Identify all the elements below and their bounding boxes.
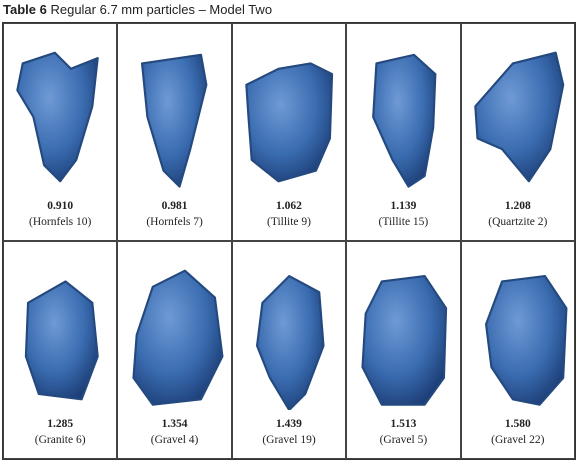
particle <box>484 275 568 406</box>
table-cell: 1.285 (Granite 6) <box>3 241 118 459</box>
particle-label: (Gravel 4) <box>150 434 199 446</box>
particle-image <box>372 53 437 188</box>
particle-value: 0.981 <box>161 200 188 212</box>
table-cell: 0.910 (Hornfels 10) <box>3 23 118 241</box>
particle-image <box>245 62 333 183</box>
particle <box>24 280 99 401</box>
particle-image <box>16 51 99 183</box>
table-cell: 1.062 (Tillite 9) <box>231 23 347 241</box>
table-title: Table 6 Regular 6.7 mm particles – Model… <box>3 2 272 17</box>
particle-label: (Granite 6) <box>34 434 86 446</box>
particle-image <box>255 275 325 410</box>
particle-label: (Hornfels 7) <box>146 216 203 228</box>
table-number: Table 6 <box>3 2 47 17</box>
particle-label: (Tillite 15) <box>378 216 429 228</box>
table-caption: Regular 6.7 mm particles – Model Two <box>50 2 273 17</box>
particle-value: 1.354 <box>161 418 188 430</box>
particle-image <box>132 269 224 406</box>
particle <box>473 51 564 183</box>
particle-image <box>361 275 448 406</box>
particle <box>361 275 448 406</box>
particle-value: 1.062 <box>276 200 302 212</box>
table-cell: 1.208 (Quartzite 2) <box>460 23 575 241</box>
table-cell: 1.354 (Gravel 4) <box>117 241 232 459</box>
particle-label: (Gravel 22) <box>491 434 545 446</box>
particle <box>132 269 224 406</box>
particle-image <box>484 275 568 406</box>
table: 0.910 (Hornfels 10) 0.981 (Hornfels 7) 1.062… <box>2 22 576 460</box>
particle <box>255 275 325 410</box>
table-cell: 1.439 (Gravel 19) <box>231 241 347 459</box>
table-cell: 1.513 (Gravel 5) <box>346 241 461 459</box>
particle-value: 1.513 <box>390 418 417 430</box>
table-cell: 0.981 (Hornfels 7) <box>117 23 232 241</box>
particle <box>16 51 99 183</box>
particle <box>141 53 208 188</box>
particle-value: 0.910 <box>47 200 74 212</box>
particle-image <box>473 51 564 183</box>
particle <box>245 62 333 183</box>
particle-label: (Tillite 9) <box>267 216 311 228</box>
particle-image <box>24 280 99 401</box>
particle <box>372 53 437 188</box>
particle-label: (Hornfels 10) <box>29 216 92 228</box>
particle-label: (Gravel 5) <box>379 434 428 446</box>
particle-value: 1.439 <box>276 418 302 430</box>
particle-value: 1.580 <box>504 418 531 430</box>
particle-value: 1.285 <box>47 418 74 430</box>
particle-value: 1.208 <box>504 200 531 212</box>
particle-value: 1.139 <box>390 200 417 212</box>
particle-label: (Quartzite 2) <box>488 216 548 228</box>
table-cell: 1.580 (Gravel 22) <box>460 241 575 459</box>
particle-label: (Gravel 19) <box>262 434 316 446</box>
table-cell: 1.139 (Tillite 15) <box>346 23 461 241</box>
particle-image <box>141 53 208 188</box>
